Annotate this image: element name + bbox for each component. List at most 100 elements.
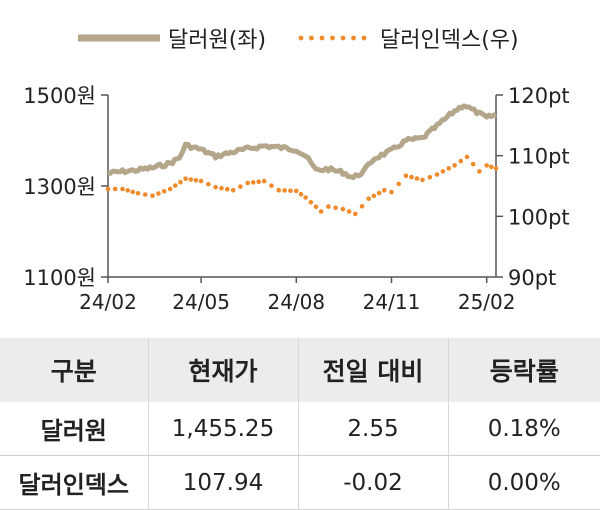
dxy-point <box>294 188 299 194</box>
dxy-point <box>484 163 490 168</box>
dxy-point <box>470 161 476 167</box>
y-right-tick-label: 120pt <box>508 84 570 108</box>
dxy-point <box>125 188 130 193</box>
y-right-tick-label: 110pt <box>508 145 570 169</box>
y-left-tick-label: 1500원 <box>23 84 96 108</box>
dxy-point <box>371 193 377 199</box>
y-right-tick-label: 90pt <box>508 266 556 290</box>
dxy-point <box>193 178 199 183</box>
table-header-row: 구분 현재가 전일 대비 등락률 <box>0 338 600 402</box>
dxy-point <box>366 196 372 201</box>
dxy-point <box>446 166 452 171</box>
chart-legend: 달러원(좌) 달러인덱스(우) <box>78 28 519 53</box>
dxy-point <box>156 191 161 196</box>
table-row: 달러원 1,455.25 2.55 0.18% <box>0 402 600 456</box>
header-current-price: 현재가 <box>147 338 298 402</box>
dxy-point <box>434 172 440 177</box>
header-category: 구분 <box>0 338 148 402</box>
dxy-point <box>150 193 155 198</box>
header-change-rate: 등락률 <box>447 338 600 402</box>
dxy-point <box>161 189 167 194</box>
dxy-point <box>245 180 250 186</box>
dxy-point <box>261 178 267 184</box>
x-tick-label: 24/05 <box>172 290 230 314</box>
dxy-point <box>308 199 314 205</box>
cell-current-price: 1,455.25 <box>147 402 298 456</box>
dxy-point <box>313 204 319 210</box>
dxy-point <box>188 177 194 182</box>
dxy-point <box>452 163 457 168</box>
cell-change-rate: 0.00% <box>447 455 600 510</box>
dxy-point <box>359 204 365 209</box>
y-left-ticks: 1500원 1300원 1100원 <box>23 84 108 290</box>
dxy-point <box>440 169 446 174</box>
dxy-point <box>250 180 256 185</box>
fx-table: 구분 현재가 전일 대비 등락률 달러원 1,455.25 2.55 0.18%… <box>0 338 600 510</box>
dxy-point <box>130 189 136 195</box>
dxy-point <box>213 184 218 190</box>
dxy-point <box>489 164 494 170</box>
dxy-point <box>326 204 331 209</box>
x-tick-label: 25/02 <box>458 290 516 314</box>
y-right-ticks: 120pt 110pt 100pt 90pt <box>496 84 570 290</box>
dxy-point <box>256 179 262 185</box>
dxy-point <box>396 181 402 187</box>
dxy-point <box>493 166 499 171</box>
y-left-tick-label: 1300원 <box>23 175 96 199</box>
dxy-point <box>135 191 141 196</box>
dxy-point <box>464 154 470 160</box>
dxy-point <box>269 183 274 188</box>
dxy-point <box>105 186 111 192</box>
dxy-point <box>198 178 204 184</box>
dxy-point <box>120 186 125 192</box>
legend-label-usdkrw: 달러원(좌) <box>168 28 266 53</box>
dxy-point <box>276 187 282 193</box>
dxy-point <box>303 195 308 200</box>
row-label-dxy: 달러인덱스 <box>0 455 148 510</box>
series-line-usdkrw <box>107 103 497 181</box>
series-layer <box>105 103 499 217</box>
dxy-point <box>403 173 409 178</box>
dxy-point <box>376 190 382 196</box>
dxy-point <box>178 179 183 185</box>
dxy-point <box>167 186 173 192</box>
fx-chart: 달러원(좌) 달러인덱스(우) 1500원 1300원 1100원 120pt 110… <box>23 28 570 314</box>
dxy-point <box>282 188 287 193</box>
dxy-point <box>389 189 394 195</box>
x-tick-label: 24/08 <box>267 290 325 314</box>
dxy-point <box>340 206 346 212</box>
dxy-point <box>477 169 482 174</box>
row-label-usdkrw: 달러원 <box>0 402 148 456</box>
dxy-point <box>238 184 243 189</box>
x-tick-label: 24/11 <box>363 290 421 314</box>
dxy-point <box>288 188 293 193</box>
legend-swatch-dxy <box>298 35 367 41</box>
dxy-point <box>382 187 387 193</box>
y-left-tick-label: 1100원 <box>23 266 96 290</box>
dxy-point <box>409 174 414 180</box>
dxy-point <box>298 191 304 197</box>
dxy-point <box>230 187 236 193</box>
cell-current-price: 107.94 <box>147 455 298 510</box>
series-dots-dxy <box>105 154 499 217</box>
header-change: 전일 대비 <box>297 338 448 402</box>
dxy-point <box>206 181 211 187</box>
dxy-point <box>173 183 178 188</box>
table-row: 달러인덱스 107.94 -0.02 0.00% <box>0 455 600 510</box>
dxy-point <box>219 185 224 191</box>
dxy-point <box>112 186 118 192</box>
dxy-point <box>427 174 433 180</box>
dxy-point <box>318 209 324 214</box>
cell-change: 2.55 <box>297 402 448 456</box>
x-tick-label: 24/02 <box>79 290 137 314</box>
dxy-point <box>183 176 188 181</box>
dxy-point <box>333 205 338 211</box>
y-right-tick-label: 100pt <box>508 205 570 229</box>
legend-label-dxy: 달러인덱스(우) <box>380 28 519 53</box>
x-ticks: 24/02 24/05 24/08 24/11 25/02 <box>79 277 516 314</box>
dxy-point <box>414 176 420 181</box>
dxy-point <box>346 209 352 214</box>
dxy-point <box>225 186 230 192</box>
dxy-point <box>420 177 425 183</box>
dxy-point <box>458 158 464 164</box>
